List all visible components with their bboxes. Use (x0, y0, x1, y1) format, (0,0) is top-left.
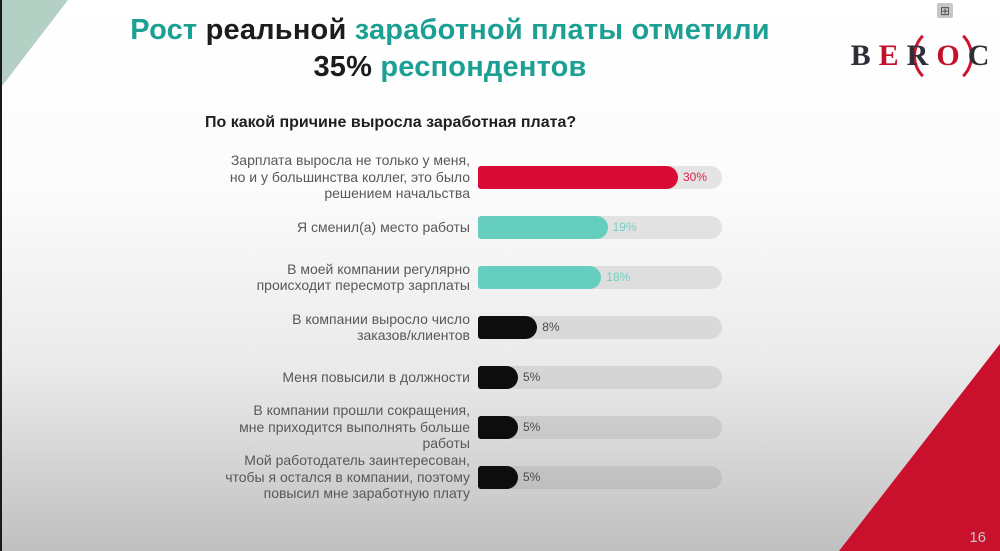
bar-value-label: 5% (523, 370, 541, 384)
bar-label: Мой работодатель заинтересован, чтобы я … (225, 452, 470, 502)
bar-track: 5% (478, 365, 722, 389)
logo-letter: R (906, 39, 929, 72)
title-segment: Рост (130, 14, 206, 46)
bar-label: В компании прошли сокращения, мне приход… (239, 402, 470, 452)
bar-label: Я сменил(а) место работы (296, 218, 470, 235)
bar-value-label: 30% (683, 170, 708, 184)
page-number: 16 (969, 529, 986, 546)
logo-letter: E (878, 39, 899, 72)
bar-label: В моей компании регулярно происходит пер… (256, 260, 470, 294)
bar-value-label: 19% (612, 220, 637, 234)
slide-title: Рост реальной заработной платы отметили 3… (60, 12, 840, 86)
bar-row: Мой работодатель заинтересован, чтобы я … (170, 452, 770, 502)
bar-label: Меня повысили в должности (282, 368, 470, 385)
logo-letter: C (967, 39, 990, 72)
bar-value-label: 5% (523, 420, 541, 434)
bar-row: Зарплата выросла не только у меня, но и … (170, 152, 770, 202)
bar-label: Зарплата выросла не только у меня, но и … (229, 152, 470, 202)
bar-value-label: 8% (542, 320, 560, 334)
fullscreen-icon[interactable]: ⊞ (937, 3, 953, 18)
title-segment: реальной (205, 14, 355, 46)
left-edge-border (0, 0, 2, 551)
logo-letter: B (850, 39, 871, 72)
bar-track: 5% (478, 415, 722, 439)
bar-track: 19% (478, 215, 722, 239)
bar-value-label: 18% (606, 270, 631, 284)
title-segment: заработной платы отметили (354, 14, 770, 46)
logo-letter: O (936, 39, 960, 72)
bar (478, 415, 518, 439)
title-segment: 35% (313, 51, 381, 83)
bar-row: В компании прошли сокращения, мне приход… (170, 402, 770, 452)
bar-track: 5% (478, 465, 722, 489)
bar-label: В компании выросло число заказов/клиенто… (292, 310, 470, 344)
bar-row: Я сменил(а) место работы 19% (170, 202, 770, 252)
bar-track: 18% (478, 265, 722, 289)
bar (478, 265, 602, 289)
bar-track: 8% (478, 315, 722, 339)
bar (478, 315, 538, 339)
bar (478, 365, 518, 389)
bar-row: В компании выросло число заказов/клиенто… (170, 302, 770, 352)
bar-track: 30% (478, 165, 722, 189)
bar-row: В моей компании регулярно происходит пер… (170, 252, 770, 302)
bar (478, 165, 678, 189)
bar-value-label: 5% (523, 470, 541, 484)
bar-row: Меня повысили в должности 5% (170, 352, 770, 402)
chart-title: По какой причине выросла заработная плат… (205, 114, 577, 131)
bar (478, 465, 518, 489)
bar-chart: Зарплата выросла не только у меня, но и … (170, 152, 770, 502)
bar (478, 215, 608, 239)
title-segment: респондентов (380, 51, 587, 83)
